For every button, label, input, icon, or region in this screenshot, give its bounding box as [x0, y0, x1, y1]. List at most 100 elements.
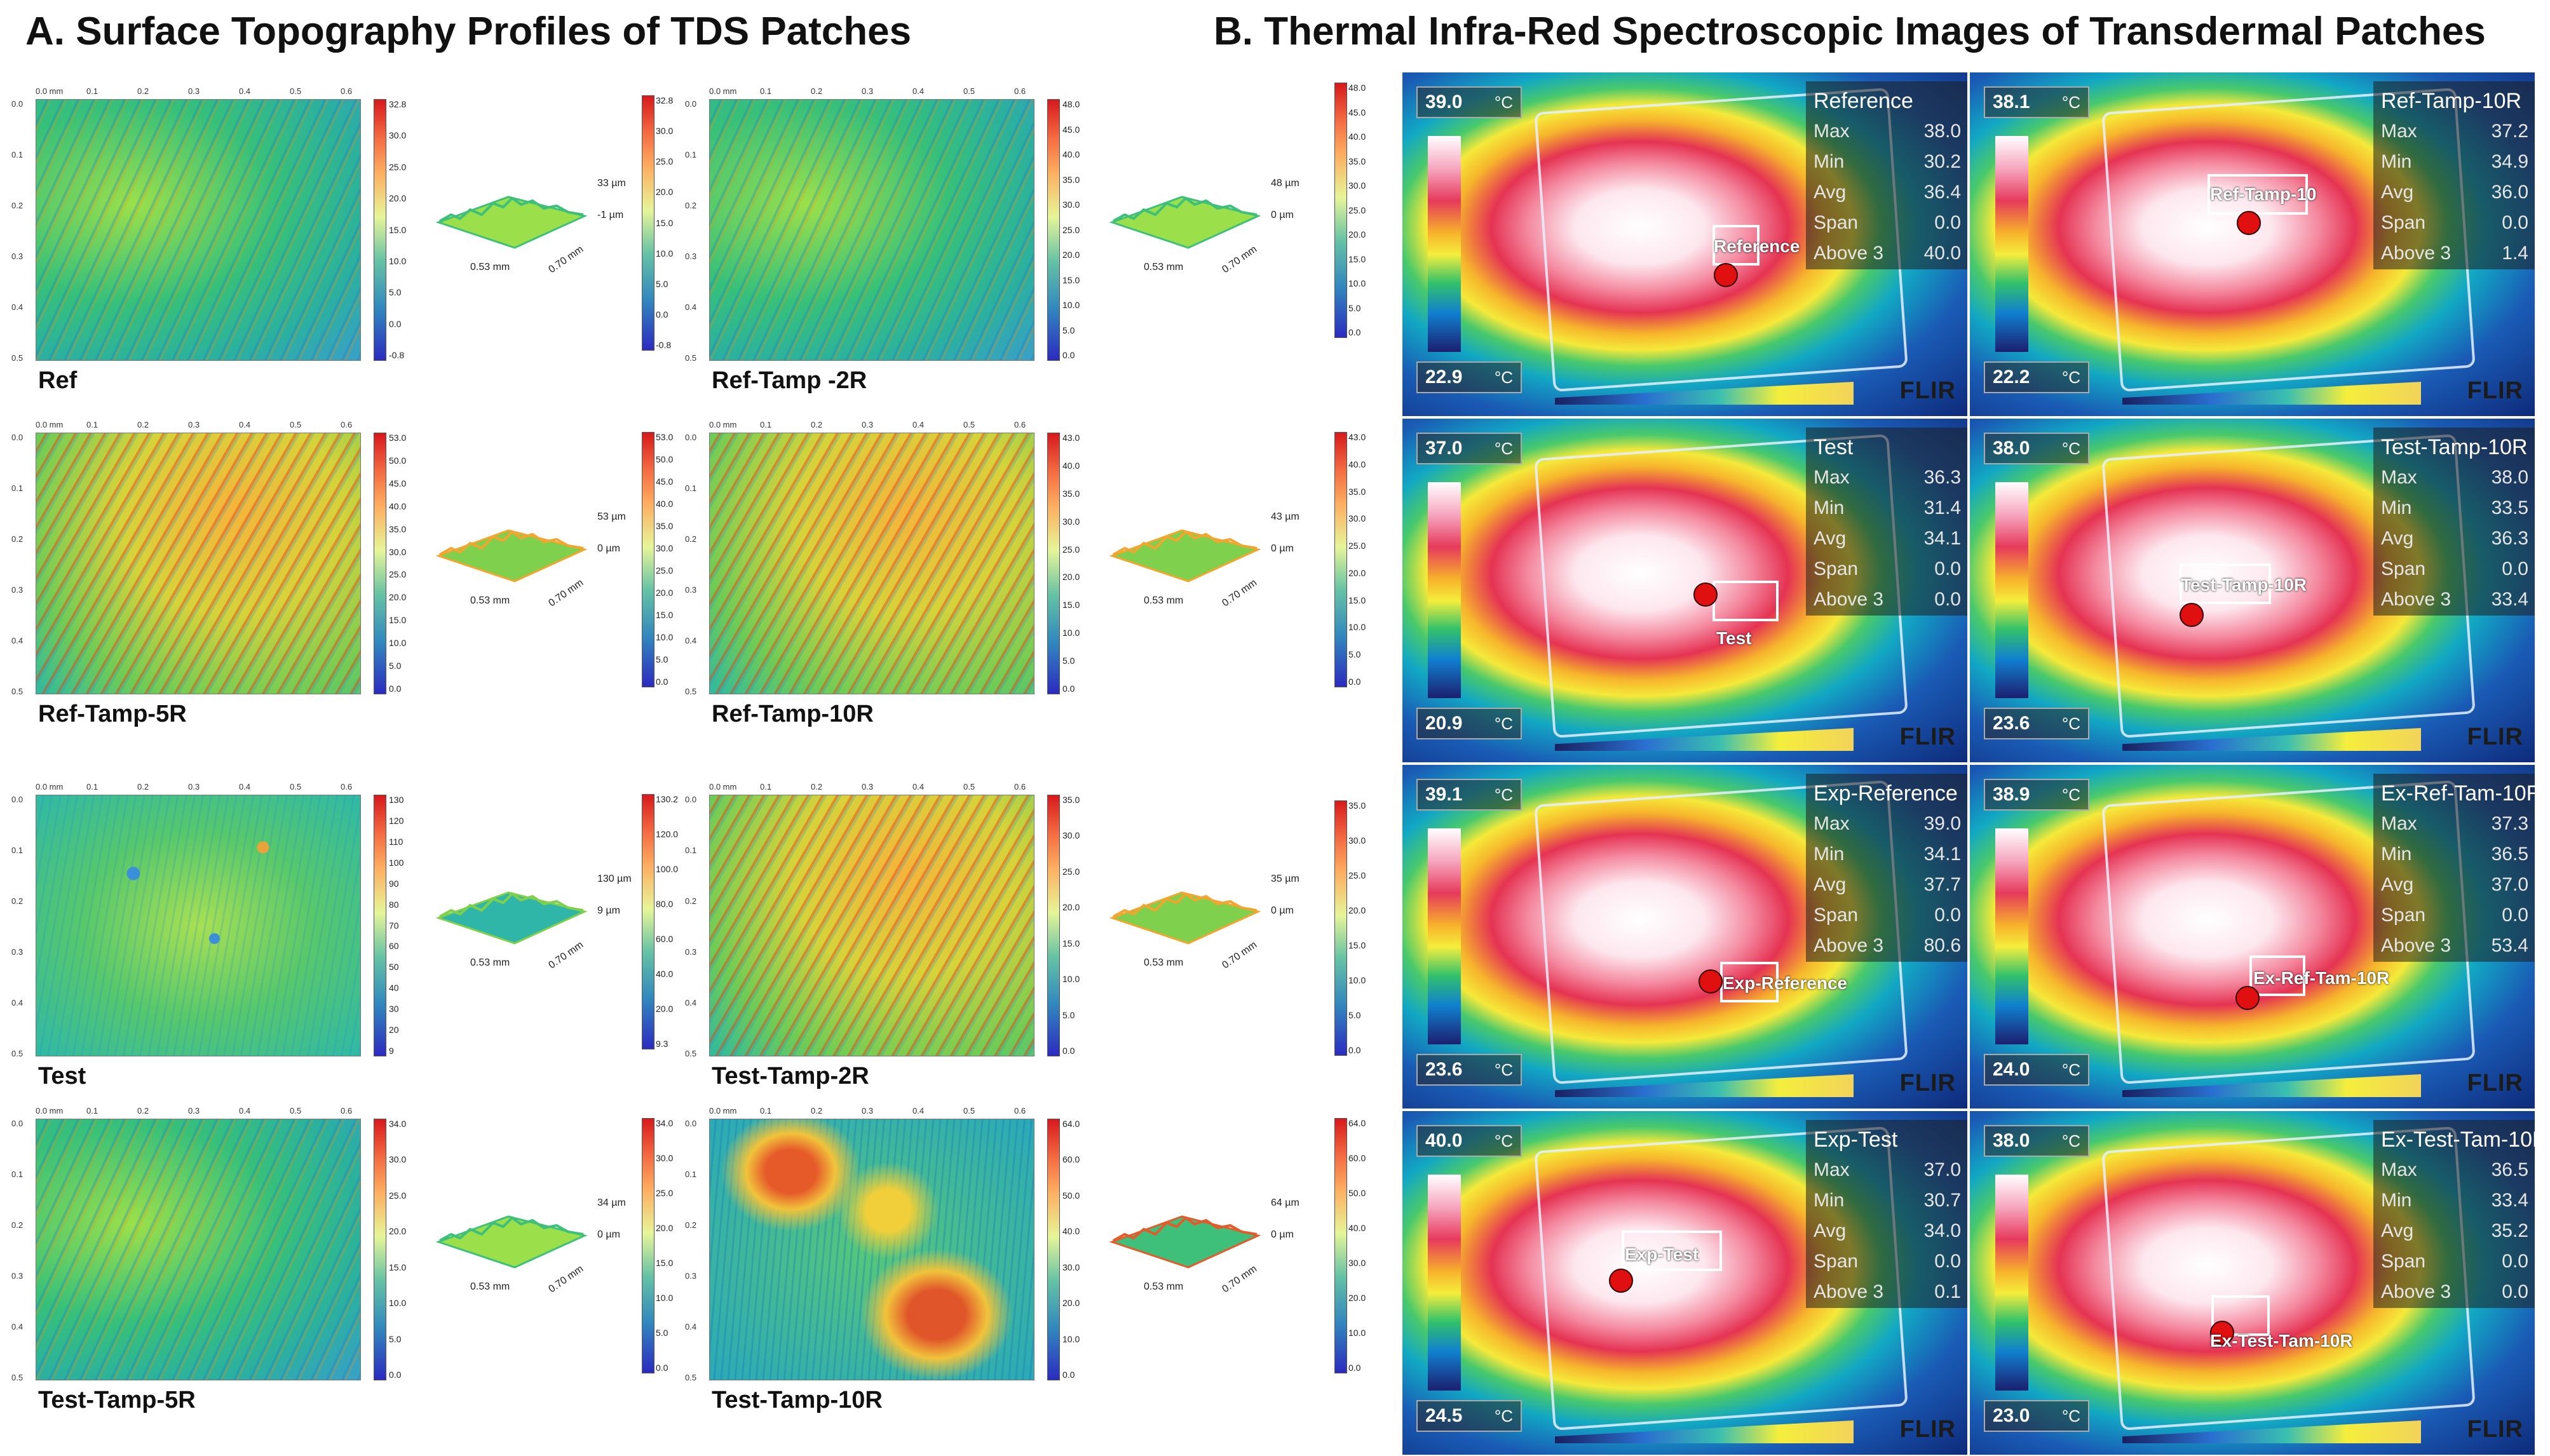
topography-sample: 0.0 mm 0.1 0.2 0.3 0.4 0.5 0.6 0.0 0.1 0.2 0.3 0.4 0… [685, 83, 1328, 407]
measurement-box [1622, 1230, 1722, 1271]
y-tick: 0.2 [11, 534, 24, 544]
side-colorbar-tick-label: 20.0 [1348, 229, 1366, 239]
side-colorbar-tick-label: 15.0 [1348, 595, 1366, 605]
side-colorbar-group: 53.0 50.0 45.0 40.0 35.0 30.0 25.0 20.0 15.0 10.0… [629, 432, 680, 699]
surface-3d-face [435, 196, 588, 249]
stats-value: 80.6 [1923, 935, 1961, 956]
colorbar-tick-label: 32.8 [389, 99, 407, 109]
side-colorbar-tick-label: 34.0 [656, 1118, 674, 1128]
colorbar-tick-label: 90 [389, 878, 399, 889]
min-temp-value: 23.6 [1993, 713, 2030, 734]
surface-x-axis-label: 0.53 mm [1144, 957, 1184, 968]
temp-unit: °C [2061, 438, 2080, 458]
temperature-scale-bar [1995, 828, 2028, 1044]
max-temp-value: 40.0 [1425, 1130, 1463, 1151]
side-colorbar-tick-label: 15.0 [656, 610, 674, 620]
colorbar-tick-label: 25.0 [389, 161, 407, 172]
stats-label: Max [2381, 813, 2417, 834]
thermal-image: 38.1 °C 22.2 °C FLIR Ref-Tamp-10R Max 37.2 Min 34… [1969, 71, 2536, 417]
surface-z-bottom-label: 9 µm [597, 905, 620, 916]
colorbar-tick-label: 10.0 [389, 1298, 407, 1309]
y-tick: 0.1 [685, 846, 697, 855]
colorbar-tick-label: 10.0 [1062, 974, 1080, 985]
y-tick: 0.5 [11, 353, 24, 363]
colorbar-tick-label: 5.0 [389, 661, 402, 671]
measurement-dot [1693, 583, 1718, 607]
stats-label: Min [1814, 1190, 1845, 1211]
stats-row: Avg 36.3 [2381, 528, 2528, 549]
max-temp-readout: 38.1 °C [1984, 86, 2089, 118]
measurement-box [2249, 955, 2305, 996]
max-temp-readout: 38.0 °C [1984, 1125, 2089, 1157]
side-colorbar-tick-label: 48.0 [1348, 83, 1366, 93]
colorbar-tick-label: 30.0 [389, 1154, 407, 1165]
colorbar-tick-label: 30.0 [1062, 830, 1080, 841]
colorbar-tick-label: 40.0 [1062, 149, 1080, 159]
colorbar-tick-label: 15.0 [1062, 274, 1080, 285]
y-tick: 0.5 [11, 1373, 24, 1382]
min-temp-readout: 22.9 °C [1416, 361, 1522, 393]
surface-z-bottom-label: 0 µm [1271, 905, 1294, 916]
y-tick: 0.1 [11, 150, 24, 159]
side-colorbar-tick-label: 5.0 [1348, 1010, 1361, 1020]
y-tick: 0.3 [685, 1271, 697, 1281]
surface-3d-ridge [439, 892, 584, 918]
stats-value: 34.1 [1923, 528, 1961, 549]
colorbar-tick-label: 10.0 [1062, 1333, 1080, 1344]
stats-value: 39.0 [1923, 813, 1961, 834]
stats-title: Exp-Test [1814, 1128, 1898, 1152]
y-tick: 0.3 [685, 947, 697, 957]
temperature-scale-bar [1995, 136, 2028, 352]
stats-row: Span 0.0 [1814, 212, 1961, 234]
flir-logo: FLIR [1899, 1416, 1956, 1443]
colorbar-tick-label: 35.0 [389, 523, 407, 534]
max-temp-value: 38.9 [1993, 784, 2030, 805]
mm-tick: 0.5 [963, 420, 975, 429]
surface-3d-face [435, 891, 588, 945]
surface-3d-plot [1106, 178, 1265, 260]
stats-value: 40.0 [1923, 243, 1961, 264]
colorbar-tick-label: 30.0 [1062, 199, 1080, 210]
stats-value: 37.7 [1923, 874, 1961, 895]
surface-3d-svg [1109, 891, 1261, 945]
side-colorbar-tick-label: 100.0 [656, 864, 679, 874]
side-colorbar-tick-label: 30.0 [1348, 513, 1366, 524]
mm-tick: 0.1 [760, 420, 772, 429]
flir-logo: FLIR [2467, 377, 2523, 404]
colorbar-tick-label: 10.0 [1062, 628, 1080, 638]
colorbar-tick-label: 40 [389, 983, 399, 994]
measurement-dot [2235, 986, 2260, 1010]
surface-3d-face [435, 529, 588, 583]
stats-value: 31.4 [1923, 497, 1961, 518]
min-temp-value: 24.5 [1425, 1405, 1463, 1426]
temperature-scale-bar [1428, 1175, 1461, 1391]
side-colorbar [1334, 83, 1347, 338]
mm-tick: 0.1 [760, 782, 772, 792]
max-temp-value: 37.0 [1425, 438, 1463, 459]
y-tick: 0.0 [685, 433, 697, 442]
stats-value: 0.0 [2502, 1281, 2528, 1302]
stats-row: Avg 35.2 [2381, 1220, 2528, 1242]
surface-x-axis-label: 0.53 mm [470, 262, 510, 273]
measurement-box [2211, 1295, 2270, 1336]
thermal-image: 38.0 °C 23.6 °C FLIR Test-Tamp-10R Max 38.0 Min 3… [1969, 417, 2536, 764]
side-colorbar-tick-label: 20.0 [1348, 567, 1366, 578]
stats-value: 34.0 [1923, 1220, 1961, 1241]
colorbar [374, 433, 386, 694]
y-tick: 0.1 [11, 1170, 24, 1179]
stats-panel: Exp-Test Max 37.0 Min 30.7 Avg 34.0 Span 0.0 Abov… [1806, 1120, 1967, 1308]
thermal-image: 40.0 °C 24.5 °C FLIR Exp-Test Max 37.0 Min 30.7 Av… [1401, 1110, 1969, 1456]
stats-label: Avg [2381, 528, 2414, 549]
measurement-label: Test-Tamp-10R [2181, 575, 2307, 595]
mm-tick: 0.1 [86, 86, 98, 96]
side-colorbar-tick-label: 20.0 [1348, 1293, 1366, 1303]
side-colorbar-tick-label: 10.0 [656, 1293, 674, 1303]
stats-row: Span 0.0 [2381, 558, 2528, 580]
topography-sample: 0.0 mm 0.1 0.2 0.3 0.4 0.5 0.6 0.0 0.1 0.2 0.3 0.4 0… [11, 1102, 654, 1426]
mm-tick: 0.4 [912, 782, 925, 792]
mm-tick: 0.4 [239, 1106, 251, 1116]
stats-value: 0.1 [1934, 1281, 1961, 1302]
mm-tick: 0.2 [811, 782, 823, 792]
colorbar-tick-label: 0.0 [1062, 1370, 1075, 1380]
side-colorbar-tick-label: 40.0 [656, 499, 674, 509]
